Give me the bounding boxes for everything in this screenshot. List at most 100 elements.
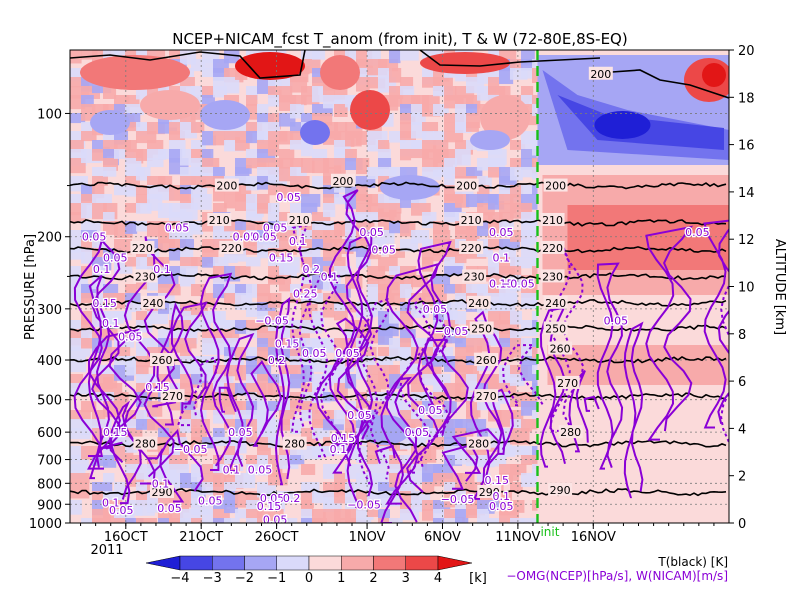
- legend-temperature: T(black) [K]: [657, 555, 728, 569]
- anomaly-cell: [147, 86, 167, 97]
- anomaly-cell: [510, 464, 527, 476]
- anomaly-patch: [470, 130, 510, 150]
- anomaly-cell: [191, 122, 205, 133]
- anomaly-cell: [455, 248, 467, 264]
- anomaly-cell: [510, 446, 529, 456]
- anomaly-cell: [312, 50, 326, 60]
- anomaly-cell: [389, 275, 405, 285]
- velocity-contour: [645, 225, 694, 441]
- anomaly-cell: [125, 203, 141, 213]
- anomaly-cell: [103, 329, 118, 341]
- anomaly-cell: [169, 401, 181, 411]
- temperature-label-bg: [540, 212, 565, 226]
- anomaly-cell: [312, 176, 331, 188]
- anomaly-cell: [411, 104, 423, 117]
- anomaly-cell: [169, 302, 189, 314]
- anomaly-cell: [224, 293, 242, 304]
- anomaly-cell: [323, 302, 336, 318]
- anomaly-cell: [125, 284, 137, 297]
- anomaly-cell: [213, 131, 226, 146]
- temperature-label-bg: [130, 240, 155, 254]
- temperature-label: 240: [468, 297, 489, 310]
- anomaly-cell: [235, 419, 253, 430]
- anomaly-cell: [334, 410, 349, 425]
- anomaly-cell: [235, 131, 253, 143]
- anomaly-cell: [411, 149, 429, 159]
- y-right-tick-label: 14: [738, 186, 755, 201]
- anomaly-cell: [114, 518, 135, 523]
- anomaly-cell: [136, 518, 157, 523]
- anomaly-cell: [499, 266, 514, 276]
- anomaly-cell: [180, 275, 196, 287]
- temperature-label: 240: [545, 297, 566, 310]
- anomaly-cell: [345, 428, 357, 440]
- anomaly-cell: [510, 518, 525, 523]
- anomaly-cell: [257, 113, 274, 124]
- anomaly-cell: [257, 203, 272, 214]
- anomaly-cell: [499, 347, 514, 359]
- temperature-label-bg: [474, 353, 499, 367]
- anomaly-cell: [301, 509, 313, 523]
- anomaly-cell: [268, 203, 280, 214]
- temperature-label-bg: [282, 436, 307, 450]
- anomaly-cell: [81, 194, 97, 206]
- anomaly-cell: [268, 419, 285, 430]
- anomaly-cell: [356, 500, 373, 511]
- anomaly-cell: [191, 86, 208, 97]
- anomaly-cell: [499, 473, 513, 483]
- anomaly-cell: [521, 149, 537, 160]
- anomaly-cell: [169, 464, 190, 476]
- temperature-label: 290: [479, 486, 500, 499]
- anomaly-cell: [422, 257, 434, 272]
- anomaly-cell: [510, 266, 522, 281]
- anomaly-cell: [444, 212, 465, 223]
- anomaly-cell: [147, 338, 159, 355]
- anomaly-cell: [378, 455, 392, 466]
- anomaly-patch: [235, 52, 305, 80]
- anomaly-cell: [312, 239, 333, 250]
- anomaly-cell: [510, 329, 522, 340]
- anomaly-cell: [345, 212, 361, 223]
- anomaly-cell: [257, 221, 276, 231]
- anomaly-cell: [422, 482, 435, 495]
- temperature-label: 200: [332, 175, 353, 188]
- velocity-contour: [502, 344, 544, 407]
- anomaly-cell: [345, 185, 359, 197]
- temperature-contour: [70, 218, 727, 227]
- anomaly-cell: [389, 338, 408, 349]
- anomaly-cell: [246, 284, 259, 298]
- anomaly-cell: [268, 77, 282, 87]
- anomaly-cell: [92, 176, 108, 186]
- temperature-label: 250: [471, 322, 492, 335]
- anomaly-cell: [367, 293, 382, 305]
- anomaly-cell: [224, 365, 243, 377]
- velocity-contour: [623, 321, 644, 499]
- velocity-label: 0.05: [82, 231, 107, 244]
- anomaly-cell: [521, 239, 535, 249]
- velocity-label: 0.05: [260, 492, 285, 505]
- anomaly-cell: [213, 428, 225, 441]
- anomaly-cell: [268, 293, 282, 308]
- velocity-contour: [328, 189, 373, 474]
- colorbar-label: 0: [305, 571, 313, 586]
- anomaly-cell: [367, 212, 385, 223]
- temperature-label-bg: [207, 212, 232, 226]
- anomaly-cell: [81, 230, 97, 242]
- anomaly-cell: [444, 122, 464, 132]
- anomaly-cell: [323, 392, 338, 402]
- anomaly-cell: [213, 374, 234, 386]
- velocity-contour: [451, 428, 500, 474]
- anomaly-cell: [378, 365, 398, 376]
- anomaly-cell: [444, 455, 463, 466]
- anomaly-cell: [70, 248, 85, 260]
- anomaly-cell: [158, 257, 170, 268]
- anomaly-cell: [70, 500, 82, 515]
- colorbar-swatch: [341, 555, 374, 571]
- anomaly-cell: [312, 311, 324, 326]
- velocity-contour: [399, 297, 451, 474]
- anomaly-cell: [279, 374, 293, 386]
- anomaly-cell: [180, 77, 195, 88]
- temperature-label-bg: [543, 178, 568, 192]
- anomaly-cell: [389, 50, 401, 64]
